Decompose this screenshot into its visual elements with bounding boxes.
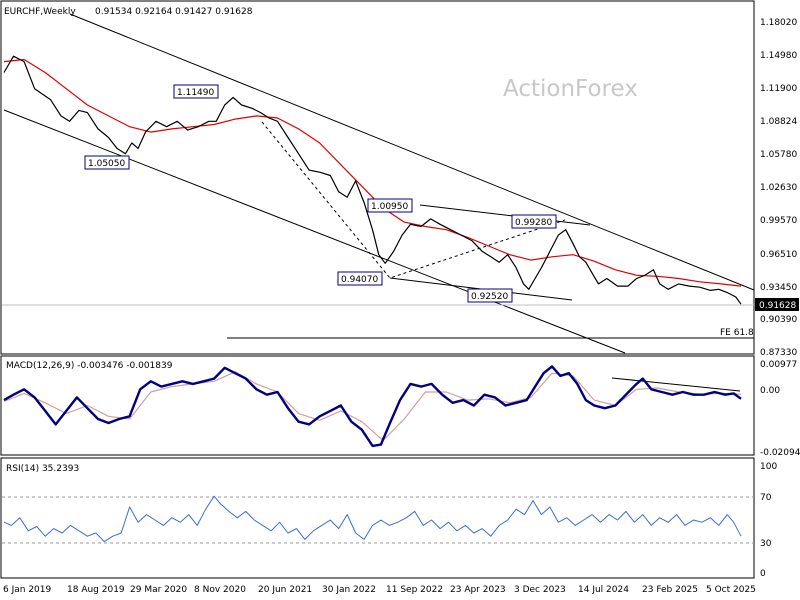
price-y-axis: 1.18020 1.14980 1.11900 1.08824 1.05780 … <box>760 18 797 358</box>
price-tick-label: 0.93450 <box>760 283 797 293</box>
x-tick-label: 29 Mar 2020 <box>130 585 187 595</box>
rsi-tick-label: 0 <box>760 569 766 579</box>
annotation-box-100950 <box>367 198 413 213</box>
rsi-tick-label: 30 <box>760 539 772 549</box>
rsi-y-axis: 100 70 30 0 <box>760 462 777 579</box>
current-price-label: 0.91628 <box>759 301 796 311</box>
price-tick-label: 0.96510 <box>760 250 797 260</box>
macd-trendline <box>611 377 741 392</box>
macd-tick-label: 0.00 <box>760 386 780 396</box>
x-tick-label: 14 Jul 2024 <box>578 585 629 595</box>
price-annotations: 1.11490 1.05050 1.00950 0.99280 0.94070 … <box>84 84 557 303</box>
price-tick-label: 1.02630 <box>760 183 797 193</box>
watermark: ActionForex <box>503 76 638 102</box>
x-tick-label: 3 Dec 2023 <box>514 585 566 595</box>
price-panel-frame <box>0 0 755 355</box>
rsi-series-group <box>3 495 742 543</box>
macd-tick-label: -0.020949 <box>760 448 800 458</box>
upper-channel-line <box>69 13 755 291</box>
annotation-box-111490 <box>173 84 219 99</box>
annotation-111490: 1.11490 <box>177 88 214 98</box>
macd-line <box>3 365 742 448</box>
x-tick-label: 8 Nov 2020 <box>194 585 246 595</box>
price-tick-label: 0.99570 <box>760 216 797 226</box>
price-series-group <box>3 55 742 305</box>
current-price-box <box>755 298 799 311</box>
annotation-box-099280 <box>511 214 557 229</box>
macd-panel-frame <box>0 355 755 456</box>
x-tick-label: 23 Apr 2023 <box>450 585 506 595</box>
x-tick-label: 30 Jan 2022 <box>322 585 376 595</box>
x-tick-label: 23 Feb 2025 <box>642 585 698 595</box>
x-tick-label: 18 Aug 2019 <box>67 585 125 595</box>
price-line <box>3 55 742 305</box>
price-header-symbol: EURCHF,Weekly <box>4 7 76 17</box>
x-tick-label: 6 Jan 2019 <box>3 585 51 595</box>
annotation-094070: 0.94070 <box>341 275 378 285</box>
macd-series-group <box>3 365 742 448</box>
rsi-panel-frame <box>0 457 755 579</box>
lower-channel-line <box>3 109 626 354</box>
rsi-tick-label: 100 <box>760 462 777 472</box>
annotation-092520: 0.92520 <box>471 292 508 302</box>
x-tick-label: 11 Sep 2022 <box>386 585 443 595</box>
price-tick-label: 1.08824 <box>760 117 797 127</box>
x-axis: 6 Jan 2019 18 Aug 2019 29 Mar 2020 8 Nov… <box>3 585 756 595</box>
macd-title: MACD(12,26,9) -0.003476 -0.001839 <box>6 361 173 371</box>
rsi-line <box>3 495 742 543</box>
price-tick-label: 0.90390 <box>760 315 797 325</box>
annotation-099280: 0.99280 <box>515 218 552 228</box>
fe-618-label: FE 61.8 <box>720 328 754 338</box>
dashed-projection-line <box>261 121 566 279</box>
resistance-line <box>419 204 591 226</box>
price-tick-label: 0.87330 <box>760 348 797 358</box>
moving-average-line <box>3 58 742 287</box>
price-tick-label: 1.11900 <box>760 84 797 94</box>
annotation-box-105050 <box>84 155 130 170</box>
price-tick-label: 1.14980 <box>760 51 797 61</box>
annotation-105050: 1.05050 <box>88 159 125 169</box>
macd-y-axis: 0.00977 0.00 -0.020949 <box>760 360 800 458</box>
rsi-tick-label: 70 <box>760 493 772 503</box>
price-header-ohlc: 0.91534 0.92164 0.91427 0.91628 <box>95 7 253 17</box>
annotation-box-094070 <box>337 271 383 286</box>
annotation-box-092520 <box>467 288 513 303</box>
x-tick-label: 20 Jun 2021 <box>258 585 312 595</box>
annotation-100950: 1.00950 <box>371 202 408 212</box>
macd-signal-line <box>3 371 742 442</box>
x-tick-label: 5 Oct 2025 <box>706 585 756 595</box>
price-tick-label: 1.05780 <box>760 150 797 160</box>
rsi-title: RSI(14) 35.2393 <box>6 464 79 474</box>
macd-tick-label: 0.00977 <box>760 360 797 370</box>
price-tick-label: 1.18020 <box>760 18 797 28</box>
trendlines <box>3 13 755 392</box>
